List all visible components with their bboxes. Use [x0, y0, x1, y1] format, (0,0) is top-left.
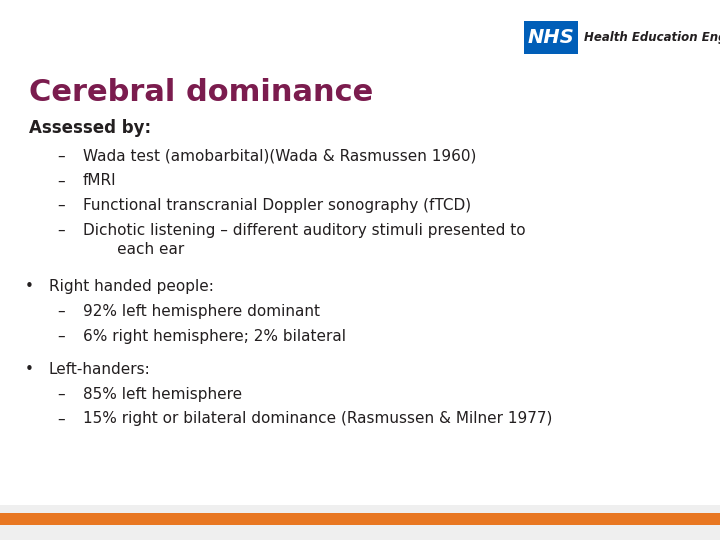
Text: 6% right hemisphere; 2% bilateral: 6% right hemisphere; 2% bilateral	[83, 329, 346, 344]
Text: –: –	[58, 223, 66, 238]
Text: –: –	[58, 148, 66, 164]
Text: Assessed by:: Assessed by:	[29, 119, 151, 137]
Text: 92% left hemisphere dominant: 92% left hemisphere dominant	[83, 304, 320, 319]
Text: –: –	[58, 387, 66, 402]
Text: 85% left hemisphere: 85% left hemisphere	[83, 387, 242, 402]
Text: –: –	[58, 173, 66, 188]
Text: fMRI: fMRI	[83, 173, 117, 188]
Text: 15% right or bilateral dominance (Rasmussen & Milner 1977): 15% right or bilateral dominance (Rasmus…	[83, 411, 552, 427]
FancyBboxPatch shape	[0, 513, 720, 525]
Text: –: –	[58, 304, 66, 319]
FancyBboxPatch shape	[0, 505, 720, 540]
Text: Cerebral dominance: Cerebral dominance	[29, 78, 373, 107]
Text: •: •	[25, 279, 34, 294]
Text: Right handed people:: Right handed people:	[49, 279, 214, 294]
Text: Health Education England: Health Education England	[584, 31, 720, 44]
Text: –: –	[58, 198, 66, 213]
Text: •: •	[25, 362, 34, 377]
Text: NHS: NHS	[528, 28, 575, 47]
Text: Wada test (amobarbital)(Wada & Rasmussen 1960): Wada test (amobarbital)(Wada & Rasmussen…	[83, 148, 476, 164]
Text: –: –	[58, 329, 66, 344]
Text: Left-handers:: Left-handers:	[49, 362, 150, 377]
FancyBboxPatch shape	[524, 21, 578, 54]
Text: –: –	[58, 411, 66, 427]
Text: Functional transcranial Doppler sonography (fTCD): Functional transcranial Doppler sonograp…	[83, 198, 471, 213]
Text: Dichotic listening – different auditory stimuli presented to
       each ear: Dichotic listening – different auditory …	[83, 223, 526, 256]
